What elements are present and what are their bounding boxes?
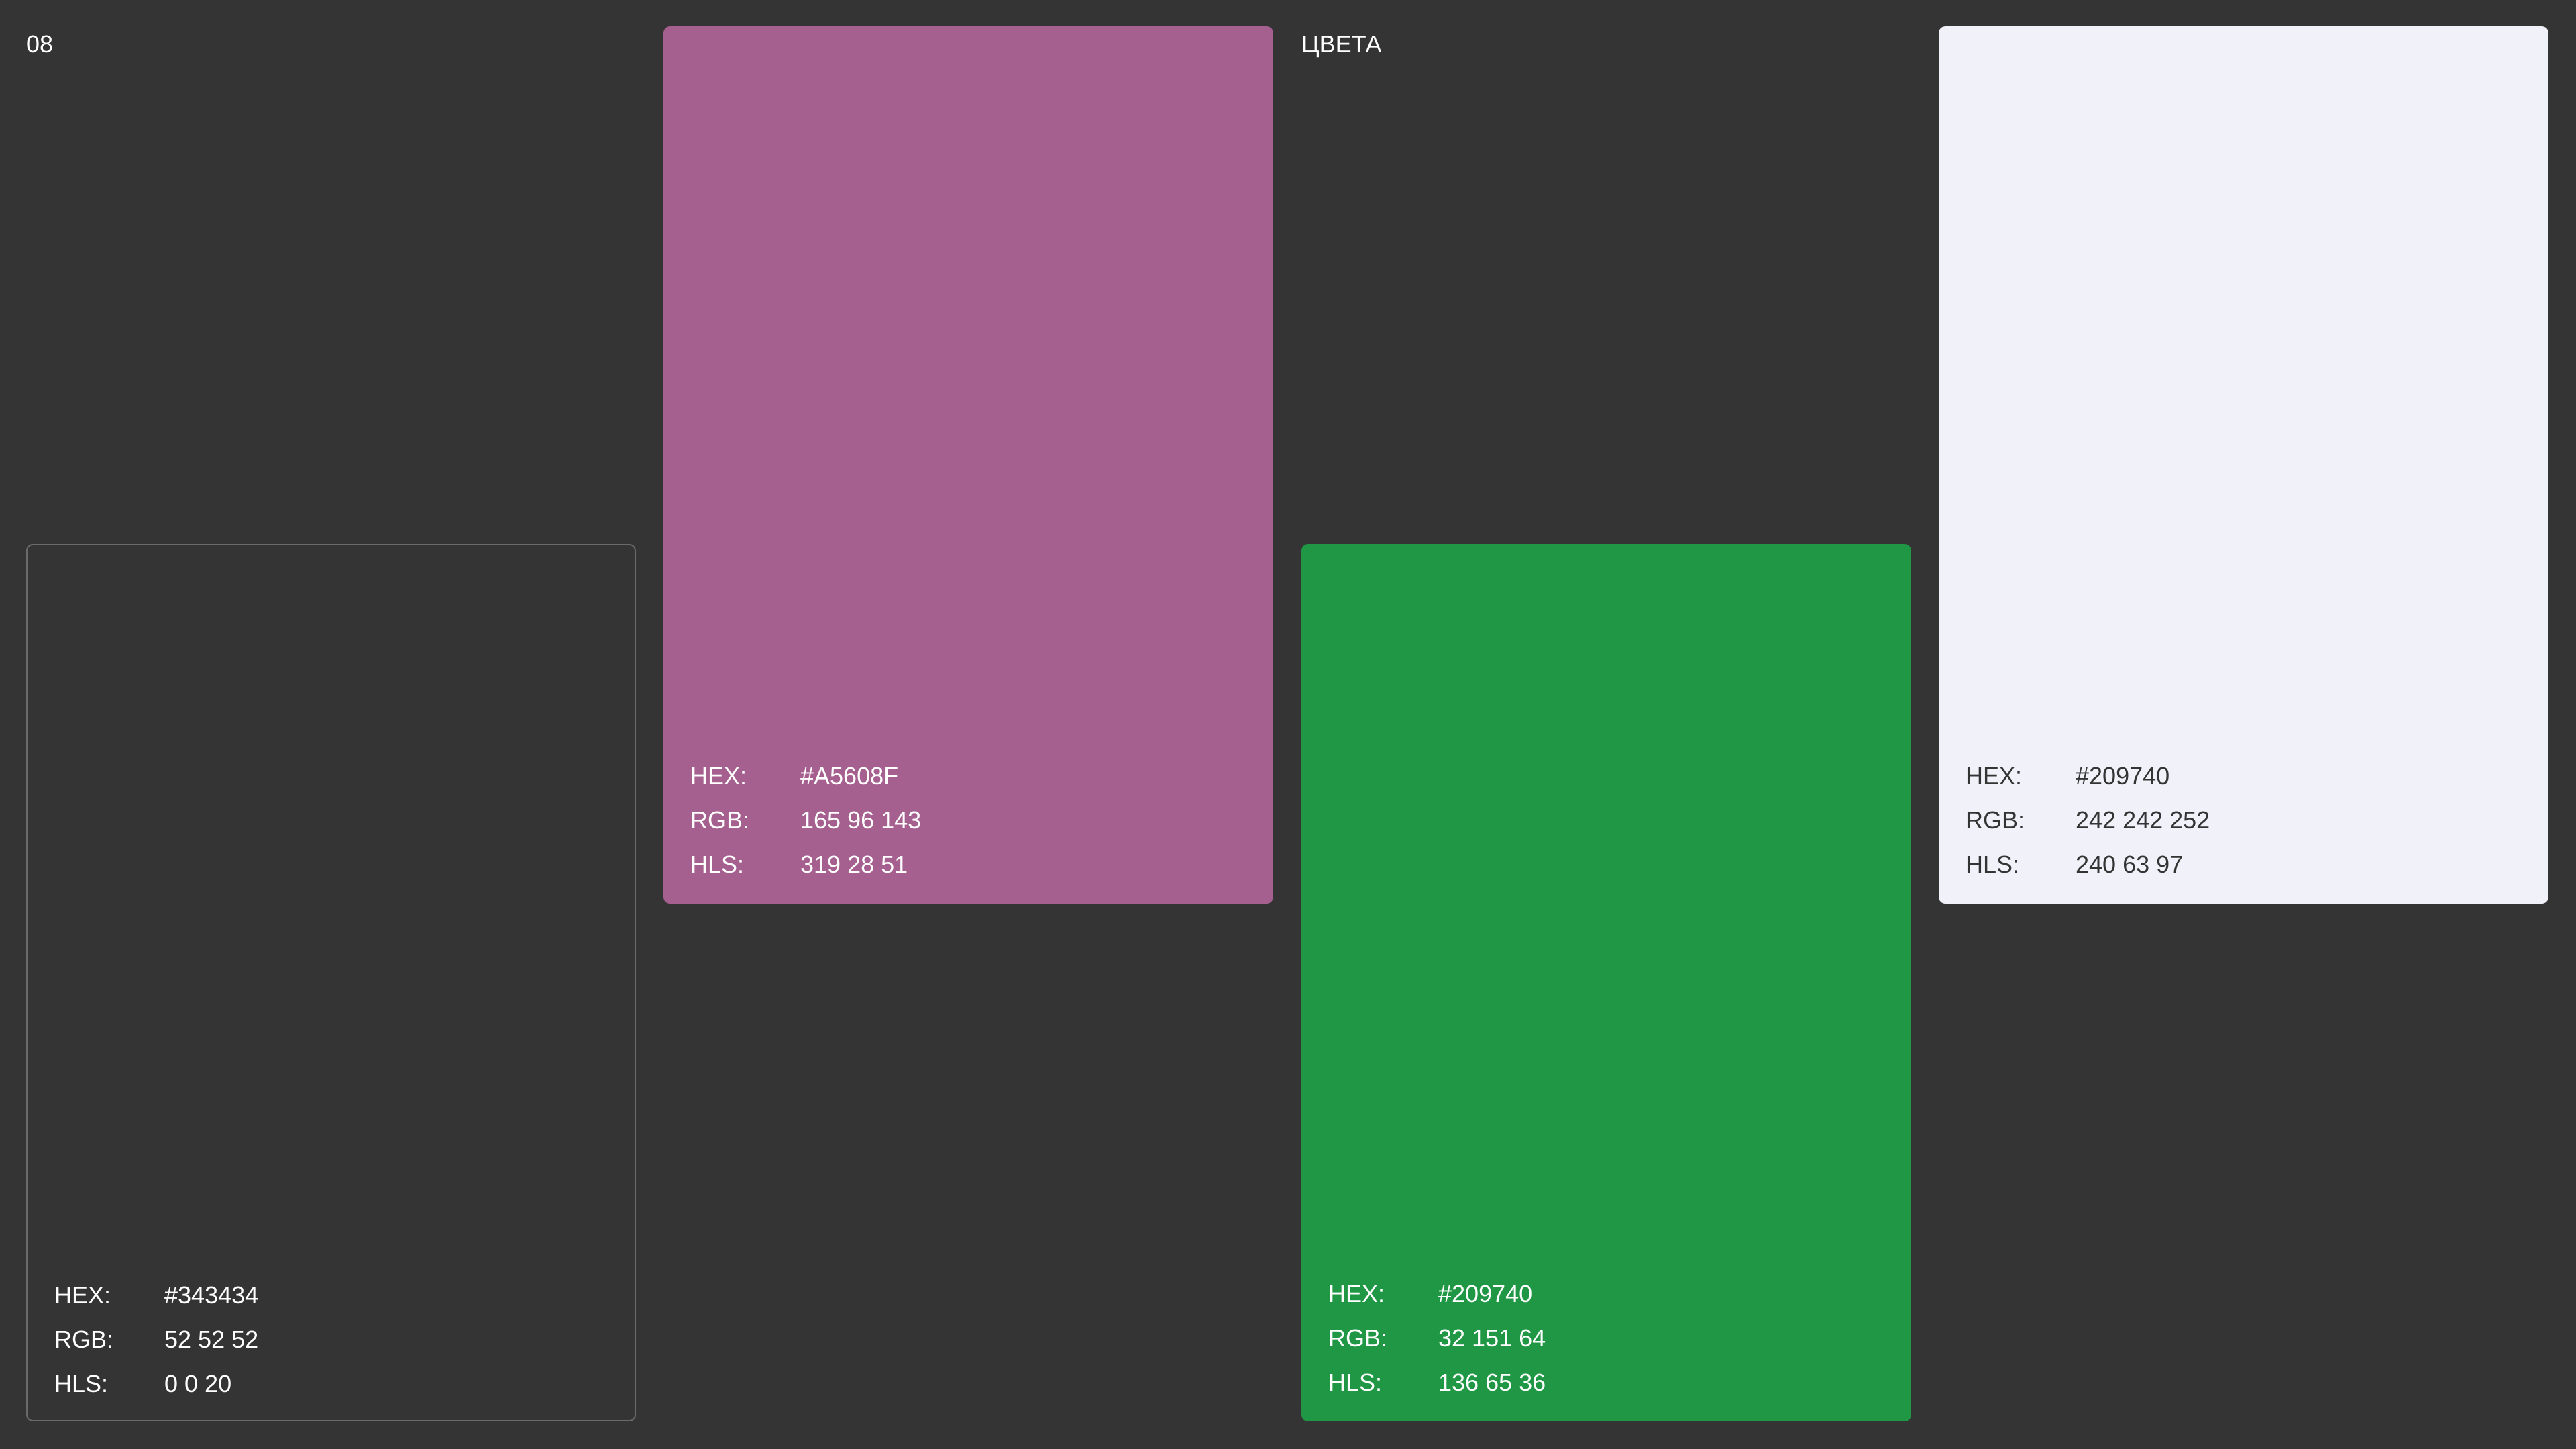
info-label: RGB:	[1966, 806, 2025, 834]
info-value: 240 63 97	[2076, 851, 2184, 878]
info-value: 0 0 20	[164, 1370, 232, 1397]
info-label: HEX:	[1966, 762, 2023, 790]
color-card: HEX: #209740 RGB: 242 242 252 HLS: 240 63 97	[1939, 26, 2548, 904]
info-label: HEX:	[1328, 1280, 1385, 1307]
info-label: HEX:	[690, 762, 747, 790]
info-label: RGB:	[54, 1326, 114, 1353]
info-value: 319 28 51	[800, 851, 908, 878]
page-number: 08	[26, 30, 54, 58]
info-value: #343434	[164, 1281, 259, 1309]
info-value: 165 96 143	[800, 806, 922, 834]
section-title: ЦВЕТА	[1301, 30, 1382, 58]
info-value: 52 52 52	[164, 1326, 259, 1353]
info-value: 32 151 64	[1438, 1324, 1546, 1352]
info-label: RGB:	[690, 806, 750, 834]
info-label: HLS:	[1966, 851, 2020, 878]
info-value: 136 65 36	[1438, 1368, 1546, 1396]
info-label: HLS:	[690, 851, 745, 878]
color-card: HEX: #209740 RGB: 32 151 64 HLS: 136 65 36	[1301, 544, 1911, 1421]
info-value: #209740	[1438, 1280, 1533, 1307]
info-label: HEX:	[54, 1281, 111, 1309]
info-label: HLS:	[1328, 1368, 1383, 1396]
info-value: #209740	[2076, 762, 2170, 790]
info-label: RGB:	[1328, 1324, 1388, 1352]
color-card: HEX: #343434 RGB: 52 52 52 HLS: 0 0 20	[26, 544, 636, 1421]
info-value: #A5608F	[800, 762, 899, 790]
color-card: HEX: #A5608F RGB: 165 96 143 HLS: 319 28 51	[663, 26, 1273, 904]
info-label: HLS:	[54, 1370, 109, 1397]
info-value: 242 242 252	[2076, 806, 2210, 834]
